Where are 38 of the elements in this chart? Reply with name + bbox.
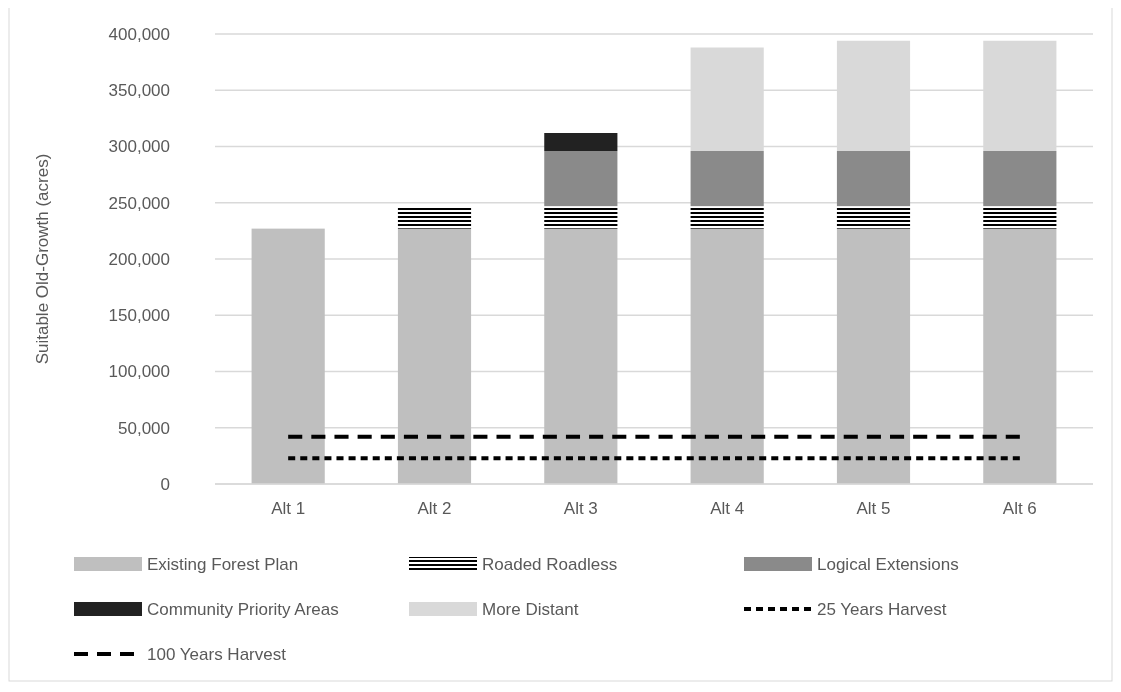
y-tick-label: 350,000 bbox=[108, 81, 170, 101]
y-tick-label: 300,000 bbox=[108, 137, 170, 157]
bar bbox=[836, 151, 911, 207]
legend-label: 100 Years Harvest bbox=[147, 644, 287, 664]
y-tick-label: 200,000 bbox=[108, 249, 170, 269]
bar bbox=[983, 228, 1057, 484]
bar bbox=[690, 228, 764, 484]
y-tick-label: 150,000 bbox=[108, 306, 170, 326]
bar bbox=[544, 151, 618, 207]
legend-label: Roaded Roadless bbox=[482, 554, 618, 574]
bar bbox=[983, 206, 1057, 229]
bar bbox=[397, 228, 472, 484]
bar bbox=[836, 228, 911, 484]
x-tick-label: Alt 3 bbox=[563, 499, 598, 518]
legend-label: Logical Extensions bbox=[817, 554, 959, 574]
bar bbox=[544, 206, 618, 229]
bar bbox=[983, 151, 1057, 207]
y-axis-title: Suitable Old-Growth (acres) bbox=[33, 153, 52, 365]
y-tick-label: 400,000 bbox=[108, 24, 170, 44]
x-tick-label: Alt 4 bbox=[710, 499, 745, 518]
x-tick-label: Alt 1 bbox=[271, 499, 306, 518]
bar bbox=[836, 206, 911, 229]
legend-label: Community Priority Areas bbox=[147, 599, 339, 619]
bar bbox=[251, 228, 325, 484]
legend-label: Existing Forest Plan bbox=[147, 554, 299, 574]
y-tick-label: 50,000 bbox=[118, 418, 170, 438]
x-tick-label: Alt 5 bbox=[856, 499, 891, 518]
legend-label: More Distant bbox=[482, 599, 579, 619]
bar bbox=[544, 133, 618, 151]
bar bbox=[690, 151, 764, 207]
x-tick-label: Alt 2 bbox=[417, 499, 452, 518]
x-tick-label: Alt 6 bbox=[1002, 499, 1037, 518]
legend-label: 25 Years Harvest bbox=[817, 599, 947, 619]
y-tick-label: 100,000 bbox=[108, 362, 170, 382]
bar bbox=[544, 228, 618, 484]
y-tick-label: 250,000 bbox=[108, 193, 170, 213]
bar bbox=[690, 206, 764, 229]
y-tick-label: 0 bbox=[160, 474, 170, 494]
